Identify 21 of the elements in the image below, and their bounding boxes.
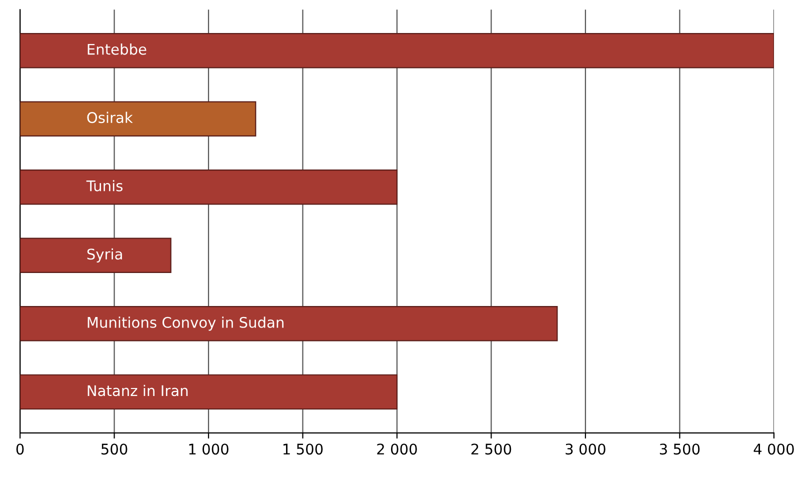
y-tick-label: Munitions Convoy in Sudan xyxy=(88,316,284,331)
bar xyxy=(20,374,398,410)
x-tick-label: 0 xyxy=(16,444,24,455)
y-tick-label: Tunis xyxy=(86,180,123,192)
bar xyxy=(20,101,256,136)
bar xyxy=(20,32,774,68)
y-tick-label: Entebbe xyxy=(88,44,146,55)
y-tick-label: Natanz in Iran xyxy=(88,384,188,396)
x-tick-label: 1 000 xyxy=(189,444,228,455)
bar xyxy=(20,170,398,205)
y-tick-label: Osirak xyxy=(87,112,133,124)
bar xyxy=(20,306,558,342)
x-tick-label: 3 000 xyxy=(566,444,606,455)
bar xyxy=(20,238,172,274)
x-tick-label: 1 500 xyxy=(283,444,323,455)
x-tick-label: 2 000 xyxy=(377,444,417,455)
y-tick-label: Syria xyxy=(87,248,122,262)
x-tick-label: 500 xyxy=(101,444,128,455)
x-tick-label: 3 500 xyxy=(660,444,700,455)
x-tick-label: 4 000 xyxy=(754,444,794,455)
x-tick-label: 2 500 xyxy=(471,444,512,455)
